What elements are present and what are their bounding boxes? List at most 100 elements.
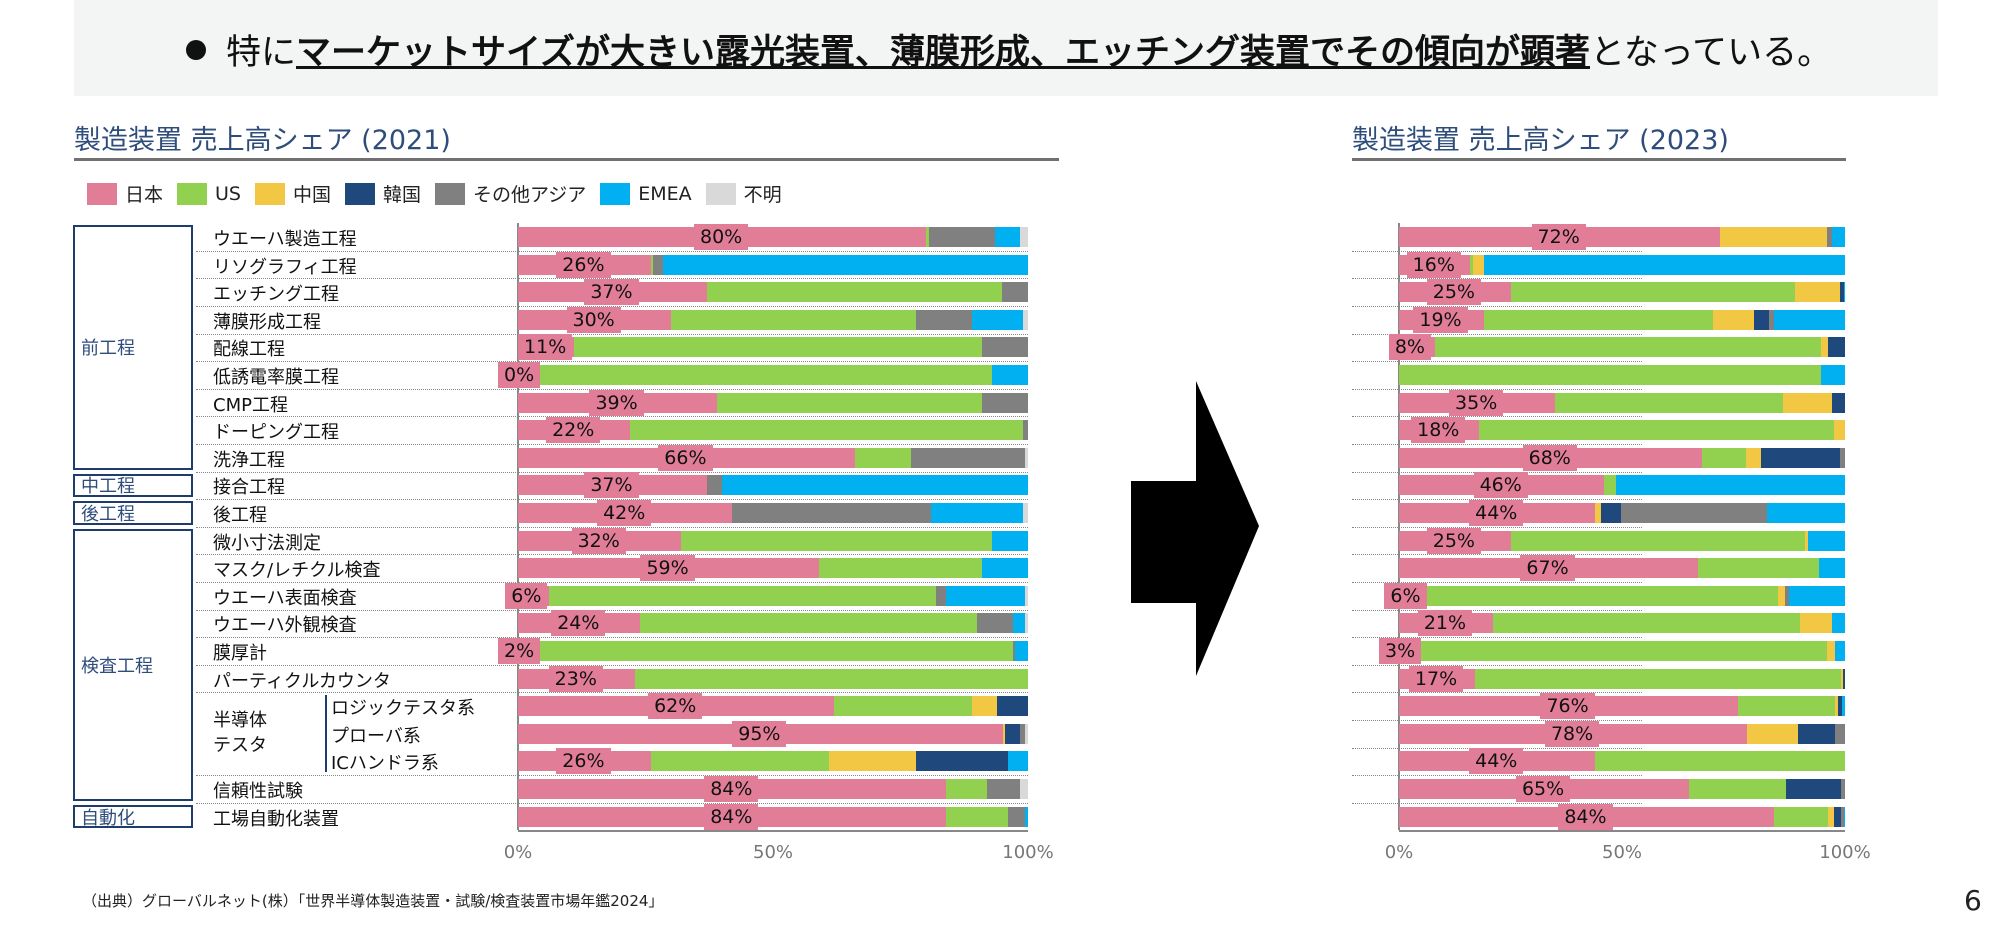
summary-text: 特にマーケットサイズが大きい露光装置、薄膜形成、エッチング装置でその傾向が顕著と…: [186, 24, 1832, 75]
bar-segment-US: [1604, 475, 1617, 496]
bar-segment-韓国: [1786, 779, 1842, 799]
bar-segment-EMEA: [992, 530, 1028, 551]
bar-segment-韓国: [1838, 696, 1843, 717]
bar-segment-中国: [1746, 723, 1799, 744]
bar-segment-不明: [1025, 613, 1028, 634]
bar-segment-その他アジア: [910, 447, 1026, 468]
y-axis-2023: [1398, 223, 1400, 831]
bar-segment-US: [706, 282, 1003, 303]
data-label: 37%: [584, 279, 639, 306]
bar-segment-EMEA: [1842, 696, 1845, 717]
bar-segment-EMEA: [663, 254, 1028, 275]
row-separator: [196, 499, 1028, 501]
data-label: 78%: [1544, 720, 1600, 747]
row-label: エッチング工程: [213, 284, 339, 306]
bar-segment-中国: [1820, 337, 1829, 358]
legend-swatch: [345, 182, 375, 205]
row-separator: [1352, 747, 1642, 749]
bar-segment-EMEA: [1834, 641, 1845, 661]
row-separator: [1352, 637, 1642, 639]
legend-item: 日本: [87, 180, 163, 207]
bar-segment-US: [518, 365, 993, 385]
bar-segment-その他アジア: [1834, 723, 1845, 744]
data-label: 80%: [694, 224, 749, 250]
data-label: 42%: [597, 500, 652, 526]
row-separator: [1352, 664, 1642, 666]
bar-segment-US: [1737, 696, 1835, 717]
legend-swatch: [87, 182, 117, 205]
bar-segment-その他アジア: [1020, 723, 1026, 744]
row-label: 工場自動化装置: [213, 808, 339, 830]
data-label: 0%: [498, 362, 541, 388]
row-label: マスク/レチクル検査: [213, 560, 381, 582]
bar-segment-EMEA: [1843, 282, 1845, 303]
data-label: 6%: [505, 582, 548, 609]
row-label: ウエーハ製造工程: [213, 229, 357, 250]
data-label: 30%: [566, 306, 621, 333]
bar-segment-その他アジア: [936, 585, 947, 606]
bar-segment-その他アジア: [915, 309, 972, 330]
bar-segment-中国: [1002, 723, 1006, 744]
legend-label: 韓国: [383, 184, 422, 206]
bar-segment-その他アジア: [1007, 806, 1026, 827]
bar-segment-その他アジア: [987, 779, 1021, 799]
bar-segment-EMEA: [1818, 558, 1845, 579]
stacked-bar-2023: [1399, 365, 1845, 385]
bar-segment-US: [548, 585, 937, 606]
row-label: 膜厚計: [213, 643, 267, 664]
row-separator: [196, 333, 1028, 335]
legend-item: 韓国: [345, 180, 421, 207]
data-label: 8%: [1388, 334, 1431, 361]
data-label: 24%: [551, 610, 606, 637]
bar-segment-中国: [829, 751, 916, 772]
bar-segment-韓国: [1005, 723, 1021, 744]
bar-segment-US: [1412, 641, 1828, 661]
data-label: 11%: [518, 334, 573, 361]
stacked-bar-2023: [1399, 227, 1845, 247]
row-separator: [1352, 526, 1642, 528]
bar-segment-不明: [1025, 447, 1028, 468]
chart-title-2021: 製造装置 売上高シェア (2021): [74, 125, 451, 156]
data-label: 21%: [1417, 610, 1473, 637]
row-separator: [1352, 388, 1642, 390]
row-separator: [1352, 609, 1642, 611]
row-separator: [1352, 444, 1642, 445]
bar-segment-US: [1688, 779, 1787, 799]
bar-segment-US: [681, 530, 993, 551]
title-underline-2023: [1352, 158, 1846, 161]
data-label: 59%: [640, 555, 695, 582]
x-axis-2023: [1399, 830, 1845, 833]
row-separator: [1352, 333, 1642, 335]
stacked-bar-2021: [518, 503, 1028, 523]
bar-segment-韓国: [1601, 503, 1621, 523]
bar-segment-その他アジア: [732, 503, 932, 523]
bar-segment-EMEA: [1831, 227, 1845, 247]
bar-segment-不明: [1025, 585, 1028, 606]
row-label: 配線工程: [213, 339, 285, 361]
row-separator: [1352, 471, 1642, 473]
data-label: 17%: [1408, 665, 1464, 692]
row-separator: [196, 692, 1028, 694]
bar-segment-その他アジア: [928, 227, 995, 247]
bar-segment-US: [630, 420, 1023, 441]
bar-segment-US: [926, 227, 929, 247]
row-separator: [196, 775, 1028, 777]
bar-segment-不明: [1022, 309, 1028, 330]
row-label: CMP工程: [213, 394, 288, 416]
bar-segment-韓国: [1753, 309, 1770, 330]
bar-segment-中国: [1799, 613, 1832, 634]
row-label: プローバ系: [331, 725, 421, 747]
row-separator: [1352, 720, 1642, 721]
bar-segment-US: [1425, 585, 1779, 606]
data-label: 95%: [732, 720, 787, 747]
bar-segment-US: [650, 254, 654, 275]
x-tick-label: 100%: [1002, 842, 1054, 864]
chart-title-2023: 製造装置 売上高シェア (2023): [1352, 125, 1729, 156]
bar-segment-US: [946, 806, 1008, 827]
bar-segment-US: [946, 779, 988, 799]
row-label: ドーピング工程: [213, 422, 339, 444]
bar-segment-中国: [1720, 227, 1828, 247]
bar-segment-US: [671, 309, 916, 330]
data-label: 2%: [498, 638, 541, 664]
